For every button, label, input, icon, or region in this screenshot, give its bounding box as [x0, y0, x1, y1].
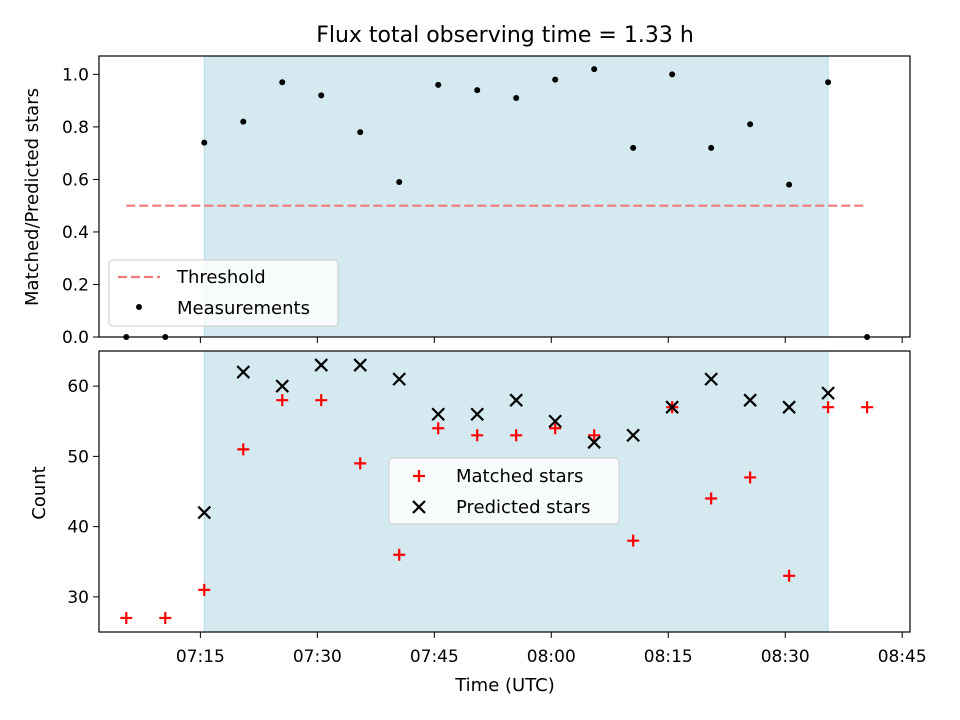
predicted-stars-point — [275, 379, 290, 393]
measurement-point — [591, 66, 598, 73]
bottom-y-axis-label: Count — [29, 466, 50, 519]
measurement-point — [240, 118, 247, 125]
legend: Matched stars Predicted stars — [388, 457, 620, 525]
x-tick-label: 08:15 — [644, 647, 693, 667]
y-tick-label: 1.0 — [62, 65, 89, 85]
predicted-stars-point — [353, 358, 368, 372]
measurement-point — [318, 92, 325, 99]
predicted-stars-point — [431, 407, 445, 422]
top-panel: 0.0 0.2 0.4 0.6 0.8 1.0 Threshold Measurements — [62, 55, 911, 348]
legend-box — [388, 457, 620, 525]
matched-stars-point — [198, 583, 211, 596]
matched-stars-point — [627, 534, 640, 547]
predicted-stars-point — [392, 372, 407, 386]
predicted-stars-point — [821, 386, 835, 400]
matched-stars-point — [510, 429, 523, 442]
predicted-stars-point — [782, 400, 796, 414]
legend-threshold-label: Threshold — [176, 267, 266, 288]
measurement-point — [825, 79, 832, 86]
matched-stars-point — [549, 422, 562, 435]
measurement-point — [357, 129, 364, 136]
matched-stars-point — [705, 492, 718, 505]
matched-stars-point — [276, 394, 289, 407]
axes-frame — [98, 55, 911, 338]
axes-frame — [98, 350, 911, 633]
x-tick-label: 08:45 — [878, 647, 927, 667]
measurement-point — [786, 181, 793, 188]
matched-stars-point — [393, 548, 406, 561]
y-tick-label: 0.4 — [62, 223, 89, 243]
legend-measurement-swatch — [136, 304, 142, 310]
y-tick-label: 0.0 — [62, 328, 89, 348]
legend-measurement-label: Measurements — [177, 298, 310, 319]
matched-stars-point — [822, 401, 835, 414]
legend-matched-swatch — [413, 470, 425, 482]
predicted-stars-point — [470, 407, 484, 422]
matched-stars-point — [159, 611, 172, 624]
legend-matched-label: Matched stars — [456, 466, 583, 487]
predicted-stars-point — [704, 372, 718, 386]
matched-stars-point — [432, 422, 445, 435]
matched-stars-point — [861, 401, 874, 414]
legend-predicted-swatch — [412, 500, 426, 514]
measurement-point — [396, 179, 403, 186]
y-tick-label: 0.2 — [62, 275, 89, 295]
matched-stars-point — [744, 471, 757, 484]
y-tick-label: 0.8 — [62, 118, 89, 138]
measurement-point — [513, 95, 520, 102]
predicted-stars-point — [548, 414, 562, 429]
measurement-point — [552, 76, 559, 83]
predicted-stars-point — [587, 435, 601, 450]
y-tick-label: 40 — [67, 518, 89, 538]
x-tick-label: 08:30 — [761, 647, 810, 667]
matched-stars-point — [120, 611, 133, 624]
predicted-stars-point — [509, 393, 523, 407]
x-tick-label: 07:45 — [410, 647, 459, 667]
measurement-point — [201, 139, 208, 146]
measurement-point — [474, 87, 481, 94]
bottom-panel: 30 40 50 60 07:15 07:30 07:45 08:00 08:15 08:30 08… — [67, 350, 927, 667]
top-y-axis-label: Matched/Predicted stars — [22, 88, 43, 306]
measurement-point — [630, 144, 637, 151]
measurement-point — [747, 121, 754, 128]
legend-predicted-label: Predicted stars — [456, 497, 590, 518]
x-axis-label: Time (UTC) — [454, 675, 555, 696]
predicted-stars-point — [197, 505, 212, 520]
x-tick-label: 08:00 — [527, 647, 576, 667]
measurement-point — [435, 81, 442, 88]
legend-box — [108, 259, 339, 327]
x-tick-label: 07:30 — [293, 647, 342, 667]
predicted-stars-point — [626, 428, 640, 443]
matched-stars-point — [237, 443, 250, 456]
y-tick-label: 30 — [67, 588, 89, 608]
predicted-stars-point — [665, 400, 679, 414]
matched-stars-point — [471, 429, 484, 442]
matched-stars-point — [315, 394, 328, 407]
matched-stars-point — [354, 457, 367, 470]
legend: Threshold Measurements — [108, 259, 339, 327]
predicted-stars-point — [236, 365, 251, 379]
measurement-point — [279, 79, 286, 86]
y-tick-label: 60 — [67, 377, 89, 397]
x-tick-label: 07:15 — [176, 647, 225, 667]
y-tick-label: 0.6 — [62, 170, 89, 190]
measurement-point — [669, 71, 676, 78]
measurement-point — [708, 144, 715, 151]
y-tick-label: 50 — [67, 447, 89, 467]
predicted-stars-point — [743, 393, 757, 407]
chart-title: Flux total observing time = 1.33 h — [316, 23, 694, 48]
predicted-stars-point — [314, 358, 329, 372]
matched-stars-point — [783, 569, 796, 582]
matched-stars-point — [588, 429, 601, 442]
